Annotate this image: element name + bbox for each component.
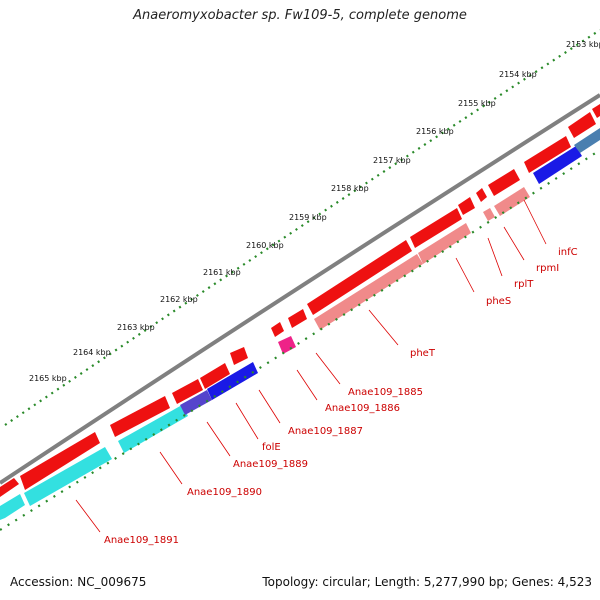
ruler-arc xyxy=(4,29,600,426)
accession-text: Accession: NC_009675 xyxy=(10,575,147,589)
gene-arrow[interactable] xyxy=(418,223,471,264)
gene-arrow[interactable] xyxy=(0,478,19,497)
inner-ruler-arc xyxy=(0,149,600,531)
gene-arrow[interactable] xyxy=(118,405,188,453)
label-leader-line xyxy=(487,237,503,277)
gene-label[interactable]: folE xyxy=(262,442,281,453)
gene-label[interactable]: Anae109_1885 xyxy=(348,387,423,398)
gene-label[interactable]: Anae109_1889 xyxy=(233,459,308,470)
gene-arrow[interactable] xyxy=(524,136,571,173)
gene-label[interactable]: infC xyxy=(558,247,578,258)
gene-label[interactable]: Anae109_1887 xyxy=(288,426,363,437)
gene-label[interactable]: Anae109_1890 xyxy=(187,487,262,498)
gene-arrow[interactable] xyxy=(0,494,25,520)
gene-arrow[interactable] xyxy=(230,347,248,365)
gene-arrow[interactable] xyxy=(410,208,462,248)
gene-label[interactable]: Anae109_1886 xyxy=(325,403,400,414)
gene-arrow[interactable] xyxy=(568,112,596,138)
ruler-tick-label: 2165 kbp xyxy=(29,374,67,383)
gene-arrow[interactable] xyxy=(533,146,582,184)
gene-arrow[interactable] xyxy=(574,128,600,153)
forward-strand xyxy=(0,104,600,497)
gene-arrow[interactable] xyxy=(494,187,530,216)
gene-arrow[interactable] xyxy=(483,208,495,221)
ruler-tick-label: 2154 kbp xyxy=(499,70,537,79)
ruler-tick-label: 2156 kbp xyxy=(416,127,454,136)
reverse-strand xyxy=(0,128,600,520)
label-leader-lines xyxy=(75,199,547,533)
label-leader-line xyxy=(455,257,475,293)
gene-arrow[interactable] xyxy=(488,169,520,196)
gene-arrow[interactable] xyxy=(20,432,100,490)
gene-arrow[interactable] xyxy=(271,322,284,337)
ruler-tick-label: 2158 kbp xyxy=(331,184,369,193)
gene-arrow[interactable] xyxy=(307,240,412,315)
gene-arrow[interactable] xyxy=(592,104,600,118)
map-title: Anaeromyxobacter sp. Fw109-5, complete g… xyxy=(133,8,467,23)
genome-backbone xyxy=(0,93,600,485)
ruler-tick-label: 2161 kbp xyxy=(203,268,241,277)
ruler-tick-label: 2160 kbp xyxy=(246,241,284,250)
ruler-tick-label: 2157 kbp xyxy=(373,156,411,165)
label-leader-line xyxy=(503,226,525,261)
gene-arrow[interactable] xyxy=(288,309,307,328)
label-leader-line xyxy=(523,199,547,245)
gene-arrow[interactable] xyxy=(24,447,112,506)
label-leader-line xyxy=(206,421,231,457)
gene-label[interactable]: pheS xyxy=(486,296,511,307)
gene-arrow[interactable] xyxy=(207,362,258,400)
trna-gene[interactable] xyxy=(278,336,296,354)
label-leader-line xyxy=(368,309,399,346)
gene-label[interactable]: Anae109_1891 xyxy=(104,535,179,546)
ruler-tick-label: 2163 kbp xyxy=(117,323,155,332)
gene-arrow[interactable] xyxy=(314,254,423,330)
ruler-tick-label: 2155 kbp xyxy=(458,99,496,108)
gene-arrow[interactable] xyxy=(476,188,487,202)
gene-arrow[interactable] xyxy=(180,390,212,415)
label-leader-line xyxy=(75,499,101,533)
label-leader-line xyxy=(296,369,318,401)
gene-label[interactable]: rplT xyxy=(514,279,534,290)
gene-arrow[interactable] xyxy=(172,379,203,404)
topology-text: Topology: circular; Length: 5,277,990 bp… xyxy=(262,575,592,589)
gene-arrow[interactable] xyxy=(110,396,170,437)
ruler-tick-label: 2153 kbp xyxy=(566,40,600,49)
label-leader-line xyxy=(315,352,341,385)
ruler-tick-label: 2164 kbp xyxy=(73,348,111,357)
gene-arrow[interactable] xyxy=(200,363,230,389)
forward-strand-rna xyxy=(278,187,530,354)
ruler-tick-label: 2159 kbp xyxy=(289,213,327,222)
label-leader-line xyxy=(159,451,183,485)
gene-arrow[interactable] xyxy=(458,197,475,215)
ruler-tick-label: 2162 kbp xyxy=(160,295,198,304)
gene-label[interactable]: rpmI xyxy=(536,263,559,274)
gene-label[interactable]: pheT xyxy=(410,348,436,359)
label-leader-line xyxy=(258,389,281,424)
ruler-tick-group: 2153 kbp 2154 kbp 2155 kbp 2156 kbp 2157 kbp… xyxy=(29,40,600,383)
label-leader-line xyxy=(235,402,259,440)
